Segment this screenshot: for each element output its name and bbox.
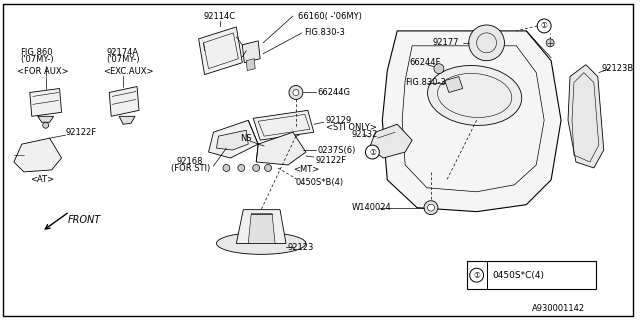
- Circle shape: [253, 164, 260, 172]
- Ellipse shape: [216, 233, 306, 254]
- Circle shape: [428, 204, 435, 211]
- Circle shape: [293, 90, 299, 95]
- Circle shape: [468, 25, 504, 61]
- Text: <AT>: <AT>: [30, 175, 54, 184]
- Text: 92114C: 92114C: [204, 12, 236, 20]
- Polygon shape: [14, 138, 61, 172]
- Text: 66244G: 66244G: [318, 88, 351, 97]
- Text: W140024: W140024: [351, 203, 391, 212]
- Text: A930001142: A930001142: [532, 304, 586, 314]
- Text: 92132: 92132: [351, 130, 378, 139]
- Text: 0450S*B(4): 0450S*B(4): [296, 178, 344, 187]
- Ellipse shape: [428, 66, 522, 125]
- Polygon shape: [38, 116, 54, 122]
- Text: 66160( -'06MY): 66160( -'06MY): [298, 12, 362, 20]
- Text: 92174A: 92174A: [106, 48, 138, 57]
- Polygon shape: [198, 27, 243, 75]
- Polygon shape: [236, 210, 286, 244]
- Text: 92123B: 92123B: [602, 64, 634, 73]
- Polygon shape: [568, 65, 604, 168]
- Polygon shape: [369, 124, 412, 158]
- Polygon shape: [248, 214, 275, 244]
- Text: FIG.830-3: FIG.830-3: [304, 28, 345, 37]
- Text: ①: ①: [369, 148, 376, 156]
- Polygon shape: [243, 41, 260, 63]
- Text: 92177: 92177: [433, 38, 460, 47]
- Text: <FOR AUX>: <FOR AUX>: [17, 67, 68, 76]
- Text: 92123: 92123: [288, 243, 314, 252]
- Polygon shape: [119, 116, 135, 124]
- Circle shape: [434, 64, 444, 74]
- Polygon shape: [109, 86, 139, 116]
- Polygon shape: [216, 130, 248, 150]
- Polygon shape: [445, 76, 463, 92]
- Bar: [467, 261, 596, 289]
- Text: ('07MY-): ('07MY-): [106, 55, 140, 64]
- Text: NS: NS: [240, 134, 252, 143]
- Circle shape: [238, 164, 244, 172]
- Circle shape: [43, 122, 49, 128]
- Text: 92168: 92168: [177, 157, 204, 166]
- Polygon shape: [30, 89, 61, 116]
- Text: <MT>: <MT>: [293, 165, 319, 174]
- Circle shape: [296, 148, 300, 152]
- Circle shape: [292, 128, 300, 136]
- Circle shape: [289, 85, 303, 100]
- Text: 92122F: 92122F: [65, 128, 97, 137]
- Text: ①: ①: [473, 271, 480, 280]
- Circle shape: [424, 201, 438, 215]
- Polygon shape: [209, 120, 258, 158]
- Text: (FOR STI): (FOR STI): [171, 164, 210, 173]
- Polygon shape: [246, 59, 255, 71]
- Text: 66244F: 66244F: [409, 58, 440, 67]
- Text: ('07MY-): ('07MY-): [20, 55, 54, 64]
- Polygon shape: [253, 110, 314, 140]
- Polygon shape: [382, 31, 561, 212]
- Circle shape: [365, 145, 380, 159]
- Text: 0237S(6): 0237S(6): [318, 146, 356, 155]
- Circle shape: [223, 164, 230, 172]
- Text: FIG.830-3: FIG.830-3: [405, 78, 446, 87]
- Text: FIG.860: FIG.860: [20, 48, 52, 57]
- Circle shape: [293, 145, 303, 155]
- Text: ①: ①: [541, 21, 548, 30]
- Text: <STI ONLY>: <STI ONLY>: [326, 123, 376, 132]
- Text: 0450S*C(4): 0450S*C(4): [493, 271, 545, 280]
- Text: FRONT: FRONT: [68, 215, 100, 225]
- Polygon shape: [256, 132, 306, 165]
- Circle shape: [264, 164, 271, 172]
- Circle shape: [546, 39, 554, 47]
- Circle shape: [537, 19, 551, 33]
- Text: 92129: 92129: [326, 116, 352, 125]
- Circle shape: [470, 268, 484, 282]
- Text: <EXC.AUX>: <EXC.AUX>: [103, 67, 154, 76]
- Text: 92122F: 92122F: [316, 156, 347, 164]
